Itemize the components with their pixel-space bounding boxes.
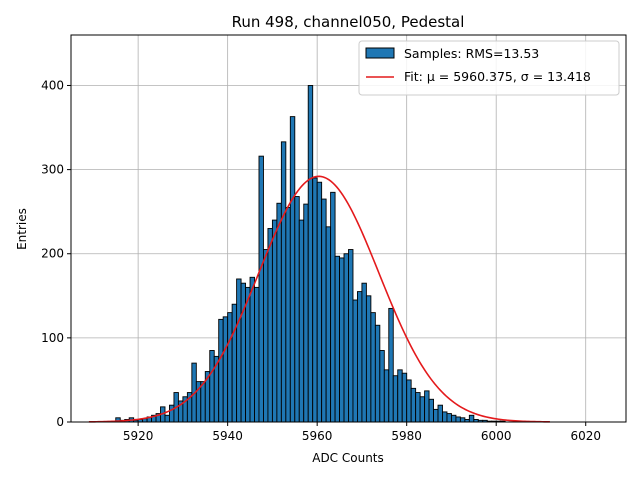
histogram-bar [254,286,260,423]
y-tick-label: 200 [41,247,64,261]
histogram-bar [263,249,269,423]
histogram-bar [312,177,318,423]
histogram-bar [361,282,367,423]
histogram-bar [169,404,175,423]
histogram-bar [334,255,340,423]
x-axis-ticks: 5920 5940 5960 5980 6000 6020 [123,422,601,443]
x-tick-label: 5960 [302,429,333,443]
histogram-bar [339,257,345,423]
histogram-bar [280,141,287,423]
y-axis-ticks: 0 100 200 300 400 [41,78,71,429]
x-tick-label: 5940 [212,429,243,443]
histogram-bar [209,350,215,423]
histogram-bar [321,198,327,423]
histogram-bar [294,196,300,423]
histogram-bar [271,219,278,423]
histogram-bar [240,282,247,423]
histogram-bar [415,392,421,423]
histogram-bar [231,303,238,423]
chart-title: Run 498, channel050, Pedestal [232,13,465,31]
histogram-bar [236,278,242,423]
plot-frame [70,34,627,423]
histogram-bars [115,85,506,423]
histogram-bar [459,417,466,423]
histogram-bar [348,249,354,423]
histogram-bar [164,414,170,423]
histogram-bar [424,390,430,423]
histogram-bar [303,203,309,423]
histogram-bar [307,85,314,423]
y-axis-label: Entries [15,208,29,250]
histogram-bar [392,375,399,423]
histogram-bar [401,372,408,423]
histogram-bar [374,324,381,423]
histogram-bar [433,408,439,423]
histogram-bar [397,369,403,423]
y-tick-label: 300 [41,163,64,177]
histogram-bar [437,404,443,423]
fit-curve [88,175,550,423]
histogram-bar [468,414,475,423]
legend-frame [358,40,620,96]
histogram-bar [357,291,363,423]
histogram-bar [218,318,224,423]
histogram-bar [379,350,385,423]
histogram-bar [410,387,417,423]
histogram-bar [267,228,273,423]
histogram-bar [289,116,296,423]
x-tick-label: 6000 [481,429,512,443]
histogram-bar [442,411,448,423]
y-tick-label: 0 [56,415,64,429]
histogram-bar [365,295,372,423]
histogram-bar [222,316,229,423]
histogram-bar [383,369,390,423]
histogram-bar [419,396,426,423]
histogram-bar [455,416,461,423]
histogram-bar [245,286,251,423]
histogram-bar [406,379,412,423]
histogram-bar [450,414,457,423]
histogram-bar [370,312,376,423]
histogram-bar [316,181,323,423]
legend: Samples: RMS=13.53 Fit: μ = 5960.375, σ … [358,40,620,96]
x-axis-label: ADC Counts [312,451,384,465]
y-tick-label: 100 [41,331,64,345]
histogram-bar [298,219,305,423]
histogram-bar [227,312,233,423]
x-tick-label: 5920 [123,429,154,443]
histogram-bar [343,253,349,423]
histogram-bar [200,381,206,423]
legend-samples-label: Samples: RMS=13.53 [404,46,539,61]
histogram-bar [249,276,255,423]
histogram-bar [446,413,452,423]
histogram-bar [428,398,434,423]
y-tick-label: 400 [41,78,64,92]
histogram-bar [330,191,336,423]
histogram-bar [325,226,332,423]
histogram-bar [258,155,264,423]
histogram-bar [352,299,358,423]
legend-samples-swatch [365,47,395,59]
histogram-bar [276,202,282,423]
histogram-bar [285,207,291,423]
x-tick-label: 6020 [570,429,601,443]
x-tick-label: 5980 [391,429,422,443]
legend-fit-label: Fit: μ = 5960.375, σ = 13.418 [404,69,591,84]
histogram-bar [388,307,394,423]
